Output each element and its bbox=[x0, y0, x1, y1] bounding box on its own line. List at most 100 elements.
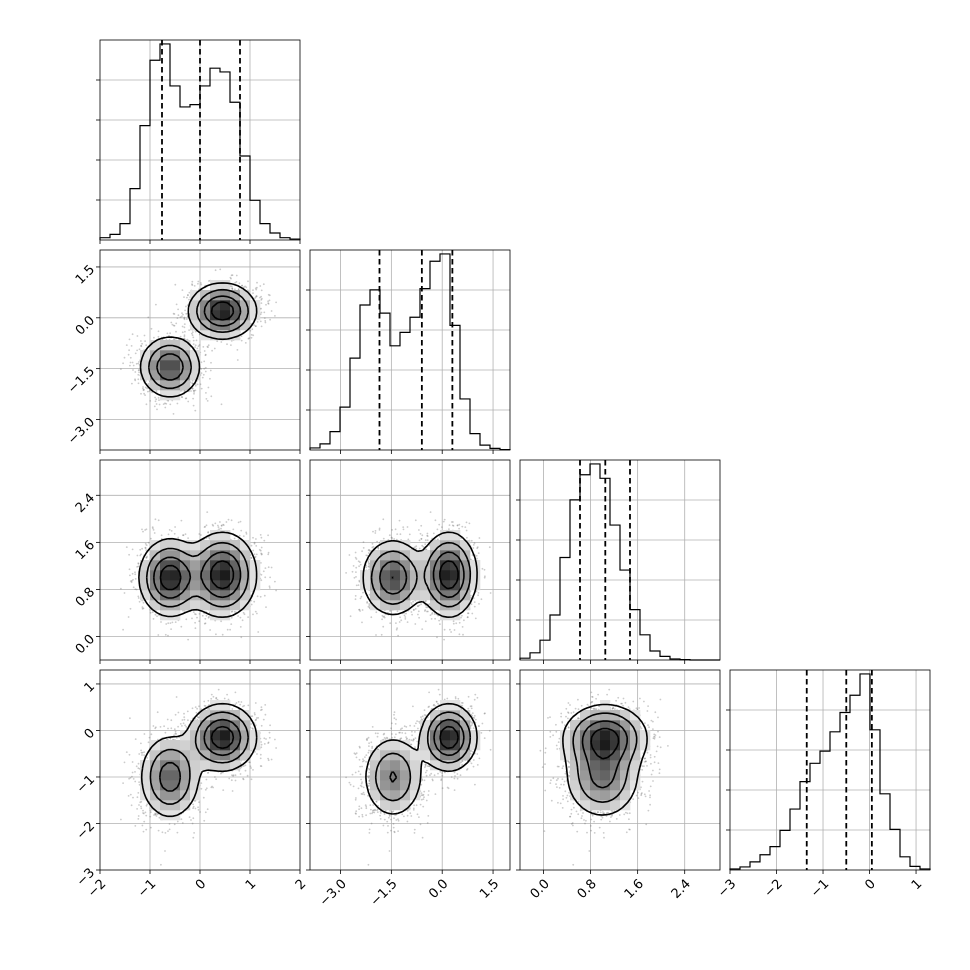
sample-point bbox=[165, 623, 168, 625]
sample-point bbox=[169, 622, 172, 624]
sample-point bbox=[183, 316, 186, 319]
sample-point bbox=[145, 544, 148, 546]
sample-point bbox=[200, 534, 202, 536]
sample-point bbox=[147, 382, 150, 385]
sample-point bbox=[254, 297, 256, 300]
sample-point bbox=[155, 303, 157, 306]
sample-point bbox=[226, 343, 228, 346]
sample-point bbox=[201, 614, 204, 617]
sample-point bbox=[193, 285, 196, 287]
scatter-panel-1-0: −3.0−1.50.01.5 bbox=[65, 249, 301, 454]
sample-point bbox=[258, 548, 261, 551]
sample-point bbox=[210, 361, 212, 364]
sample-point bbox=[184, 330, 186, 333]
sample-point bbox=[157, 634, 160, 636]
histogram-bin bbox=[460, 399, 470, 450]
sample-point bbox=[160, 621, 162, 623]
sample-point bbox=[203, 360, 206, 363]
sample-point bbox=[128, 568, 131, 571]
histogram-bin bbox=[480, 445, 490, 450]
histogram-bin bbox=[140, 126, 150, 240]
sample-point bbox=[200, 372, 203, 374]
sample-point bbox=[241, 284, 243, 287]
sample-point bbox=[192, 397, 195, 400]
sample-point bbox=[128, 338, 131, 341]
sample-point bbox=[215, 633, 217, 636]
sample-point bbox=[184, 309, 187, 312]
sample-point bbox=[229, 276, 232, 279]
y-tick-label: 1.5 bbox=[73, 262, 98, 287]
y-tick-label: −1.5 bbox=[65, 364, 98, 397]
sample-point bbox=[270, 566, 273, 569]
sample-point bbox=[260, 325, 263, 328]
sample-point bbox=[209, 377, 211, 380]
sample-point bbox=[260, 302, 263, 304]
sample-point bbox=[174, 621, 177, 623]
sample-point bbox=[225, 521, 228, 523]
sample-point bbox=[172, 324, 175, 327]
sample-point bbox=[248, 337, 251, 339]
sample-point bbox=[142, 601, 145, 604]
sample-point bbox=[237, 615, 240, 617]
sample-point bbox=[131, 548, 134, 551]
sample-point bbox=[259, 534, 262, 536]
sample-point bbox=[188, 298, 190, 301]
sample-point bbox=[213, 347, 216, 350]
sample-point bbox=[157, 519, 160, 522]
sample-point bbox=[141, 547, 144, 550]
sample-point bbox=[259, 320, 262, 323]
sample-point bbox=[145, 556, 148, 559]
sample-point bbox=[191, 331, 194, 333]
sample-point bbox=[202, 346, 205, 348]
sample-point bbox=[177, 536, 180, 539]
sample-point bbox=[145, 528, 148, 531]
sample-point bbox=[194, 409, 197, 412]
sample-point bbox=[128, 349, 131, 352]
sample-point bbox=[194, 389, 197, 392]
sample-point bbox=[142, 607, 145, 610]
sample-point bbox=[183, 318, 186, 321]
sample-point bbox=[257, 631, 260, 633]
sample-point bbox=[175, 330, 177, 333]
sample-point bbox=[194, 621, 197, 624]
sample-point bbox=[256, 321, 259, 323]
sample-point bbox=[207, 531, 210, 534]
sample-point bbox=[155, 403, 158, 405]
sample-point bbox=[230, 344, 232, 346]
sample-point bbox=[242, 535, 245, 537]
sample-point bbox=[132, 364, 135, 367]
density-cell bbox=[160, 360, 171, 371]
sample-point bbox=[259, 595, 262, 598]
sample-point bbox=[169, 332, 172, 335]
sample-point bbox=[120, 368, 122, 370]
sample-point bbox=[154, 518, 157, 521]
sample-point bbox=[261, 553, 263, 555]
sample-point bbox=[207, 346, 209, 348]
sample-point bbox=[192, 343, 195, 345]
sample-point bbox=[147, 541, 150, 544]
sample-point bbox=[143, 334, 146, 337]
sample-point bbox=[131, 333, 134, 336]
sample-point bbox=[192, 336, 195, 339]
sample-point bbox=[130, 345, 133, 347]
histogram-bin bbox=[440, 254, 450, 450]
sample-point bbox=[142, 530, 144, 533]
histogram-bin bbox=[270, 233, 280, 240]
sample-point bbox=[261, 297, 263, 300]
histogram-bin bbox=[190, 105, 200, 240]
sample-point bbox=[138, 361, 140, 363]
sample-point bbox=[219, 521, 221, 523]
sample-point bbox=[254, 325, 257, 327]
sample-point bbox=[236, 359, 239, 361]
sample-point bbox=[134, 573, 137, 576]
sample-point bbox=[137, 595, 140, 598]
sample-point bbox=[162, 403, 165, 405]
sample-point bbox=[250, 336, 253, 339]
sample-point bbox=[247, 337, 250, 340]
sample-point bbox=[217, 524, 219, 527]
sample-point bbox=[132, 369, 134, 371]
sample-point bbox=[220, 525, 223, 527]
sample-point bbox=[182, 313, 184, 316]
histogram-bin bbox=[260, 224, 270, 240]
